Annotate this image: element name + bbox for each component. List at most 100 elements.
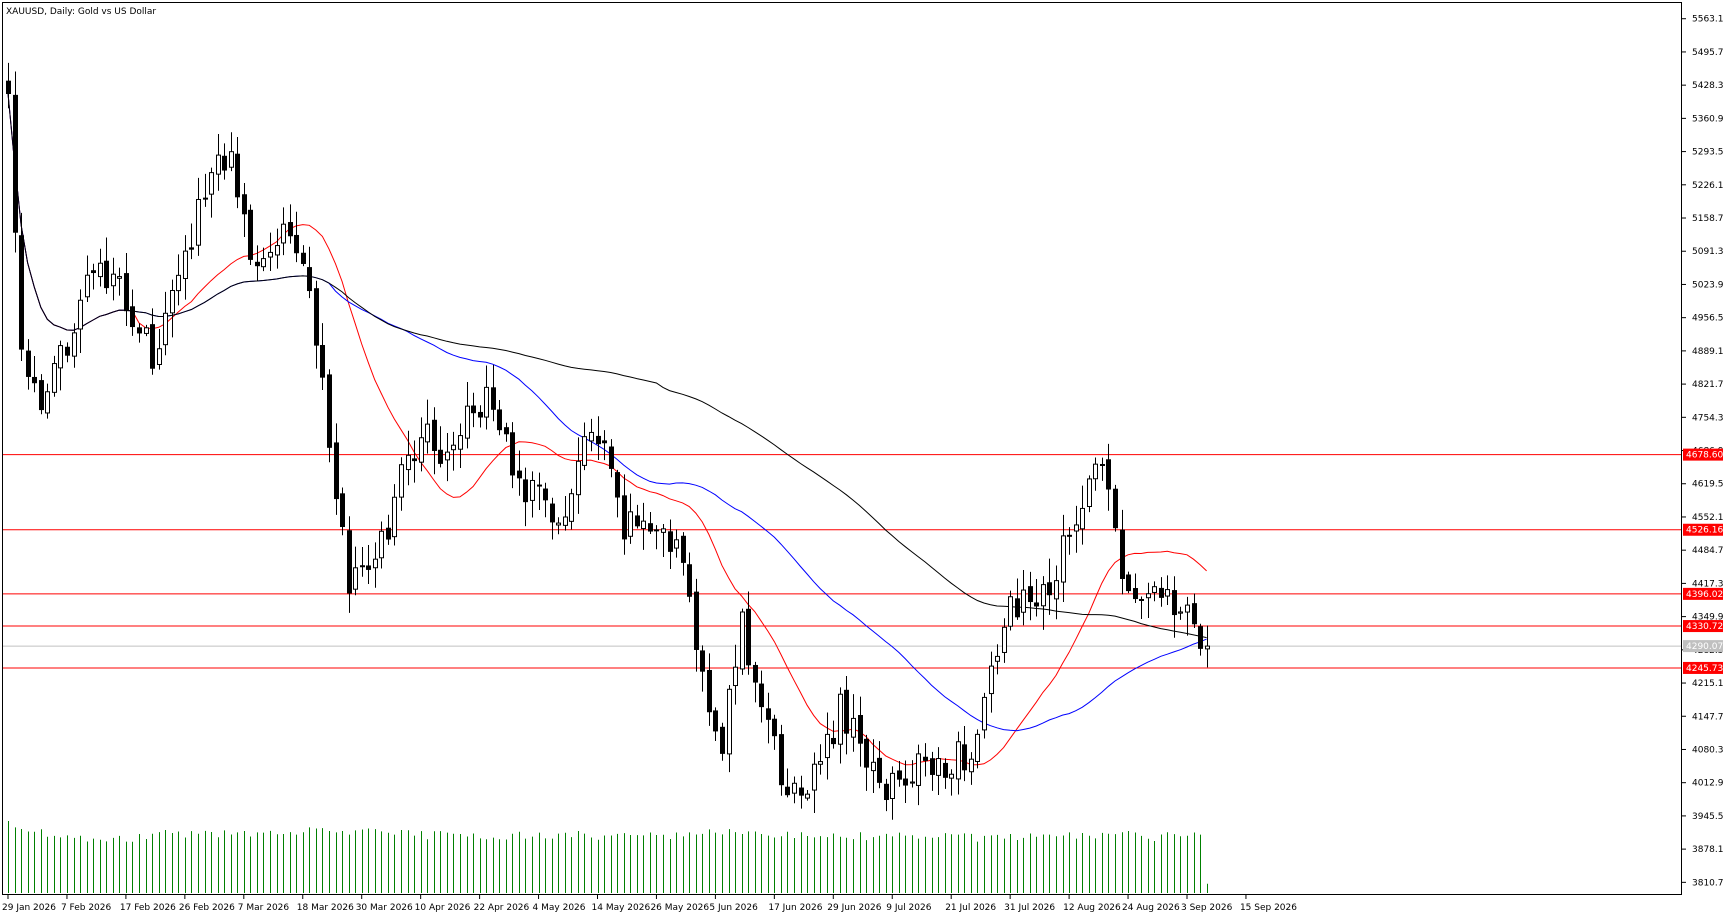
- candle[interactable]: [1198, 623, 1203, 656]
- candle[interactable]: [399, 457, 404, 511]
- candle[interactable]: [379, 521, 384, 569]
- candle[interactable]: [229, 132, 234, 172]
- candle[interactable]: [1113, 484, 1118, 532]
- candle[interactable]: [189, 223, 194, 260]
- candle[interactable]: [576, 437, 581, 514]
- candle[interactable]: [733, 644, 738, 705]
- candle[interactable]: [628, 493, 633, 544]
- candle[interactable]: [196, 177, 201, 256]
- candle[interactable]: [52, 355, 57, 397]
- candle[interactable]: [648, 511, 653, 535]
- candle[interactable]: [1054, 565, 1059, 620]
- candle[interactable]: [897, 760, 902, 787]
- candle[interactable]: [923, 743, 928, 777]
- candle[interactable]: [6, 62, 11, 109]
- candle[interactable]: [98, 248, 103, 287]
- candle[interactable]: [19, 212, 24, 362]
- candle[interactable]: [65, 342, 70, 363]
- candle[interactable]: [641, 502, 646, 550]
- candle[interactable]: [347, 516, 352, 613]
- candle[interactable]: [668, 519, 673, 570]
- candle[interactable]: [609, 439, 614, 478]
- candle[interactable]: [412, 440, 417, 483]
- candle[interactable]: [799, 775, 804, 809]
- candle[interactable]: [936, 747, 941, 796]
- candle[interactable]: [740, 608, 745, 675]
- candle[interactable]: [484, 365, 489, 430]
- candle[interactable]: [491, 364, 496, 422]
- candle[interactable]: [871, 739, 876, 793]
- candle[interactable]: [818, 744, 823, 775]
- candle[interactable]: [890, 766, 895, 820]
- time-axis[interactable]: 29 Jan 2026 7 Feb 2026 17 Feb 2026 26 Feb 2…: [2, 895, 1297, 913]
- candle[interactable]: [1015, 578, 1020, 620]
- candle[interactable]: [674, 529, 679, 558]
- candle[interactable]: [556, 517, 561, 535]
- candle[interactable]: [805, 789, 810, 801]
- candle[interactable]: [1008, 590, 1013, 631]
- candle[interactable]: [183, 235, 188, 300]
- candle[interactable]: [615, 469, 620, 518]
- candle[interactable]: [785, 768, 790, 798]
- candle[interactable]: [406, 430, 411, 486]
- candle[interactable]: [543, 482, 548, 518]
- candle[interactable]: [1087, 475, 1092, 513]
- candle[interactable]: [104, 237, 109, 294]
- candle[interactable]: [1172, 576, 1177, 638]
- candle[interactable]: [39, 374, 44, 415]
- candle[interactable]: [478, 405, 483, 428]
- candle[interactable]: [622, 474, 627, 555]
- candle[interactable]: [530, 471, 535, 518]
- candle[interactable]: [589, 418, 594, 452]
- candle[interactable]: [1067, 527, 1072, 555]
- candle[interactable]: [1028, 571, 1033, 621]
- candle[interactable]: [681, 532, 686, 576]
- candle[interactable]: [13, 71, 18, 253]
- candle[interactable]: [144, 324, 149, 337]
- candle[interactable]: [1002, 618, 1007, 663]
- candle[interactable]: [320, 323, 325, 390]
- candle[interactable]: [1126, 571, 1131, 594]
- candle[interactable]: [1100, 457, 1105, 481]
- candle[interactable]: [995, 644, 1000, 675]
- candle[interactable]: [360, 547, 365, 577]
- candle[interactable]: [687, 552, 692, 603]
- candle[interactable]: [582, 422, 587, 471]
- candle[interactable]: [1041, 576, 1046, 630]
- candle[interactable]: [373, 542, 378, 588]
- candle[interactable]: [792, 776, 797, 804]
- candle[interactable]: [117, 267, 122, 296]
- candle[interactable]: [858, 696, 863, 767]
- candle[interactable]: [1047, 558, 1052, 615]
- candle[interactable]: [1080, 485, 1085, 545]
- candle[interactable]: [176, 254, 181, 306]
- candle[interactable]: [334, 423, 339, 515]
- candle[interactable]: [982, 692, 987, 739]
- candle[interactable]: [248, 204, 253, 266]
- candle[interactable]: [969, 752, 974, 785]
- candle[interactable]: [366, 544, 371, 584]
- candle[interactable]: [1034, 579, 1039, 617]
- candle[interactable]: [294, 211, 299, 263]
- candle[interactable]: [1093, 457, 1098, 491]
- candle[interactable]: [877, 741, 882, 789]
- candle[interactable]: [281, 207, 286, 256]
- candle[interactable]: [235, 136, 240, 209]
- candle[interactable]: [903, 760, 908, 803]
- candle[interactable]: [26, 339, 31, 390]
- candle[interactable]: [694, 578, 699, 672]
- candle[interactable]: [275, 228, 280, 269]
- candle[interactable]: [307, 246, 312, 299]
- candle[interactable]: [340, 487, 345, 536]
- candle[interactable]: [222, 143, 227, 180]
- candle[interactable]: [216, 133, 221, 191]
- candle[interactable]: [962, 726, 967, 782]
- candle[interactable]: [766, 692, 771, 744]
- candle[interactable]: [825, 712, 830, 780]
- candle[interactable]: [203, 173, 208, 207]
- candle[interactable]: [654, 525, 659, 550]
- candle[interactable]: [1133, 573, 1138, 603]
- candle[interactable]: [916, 744, 921, 806]
